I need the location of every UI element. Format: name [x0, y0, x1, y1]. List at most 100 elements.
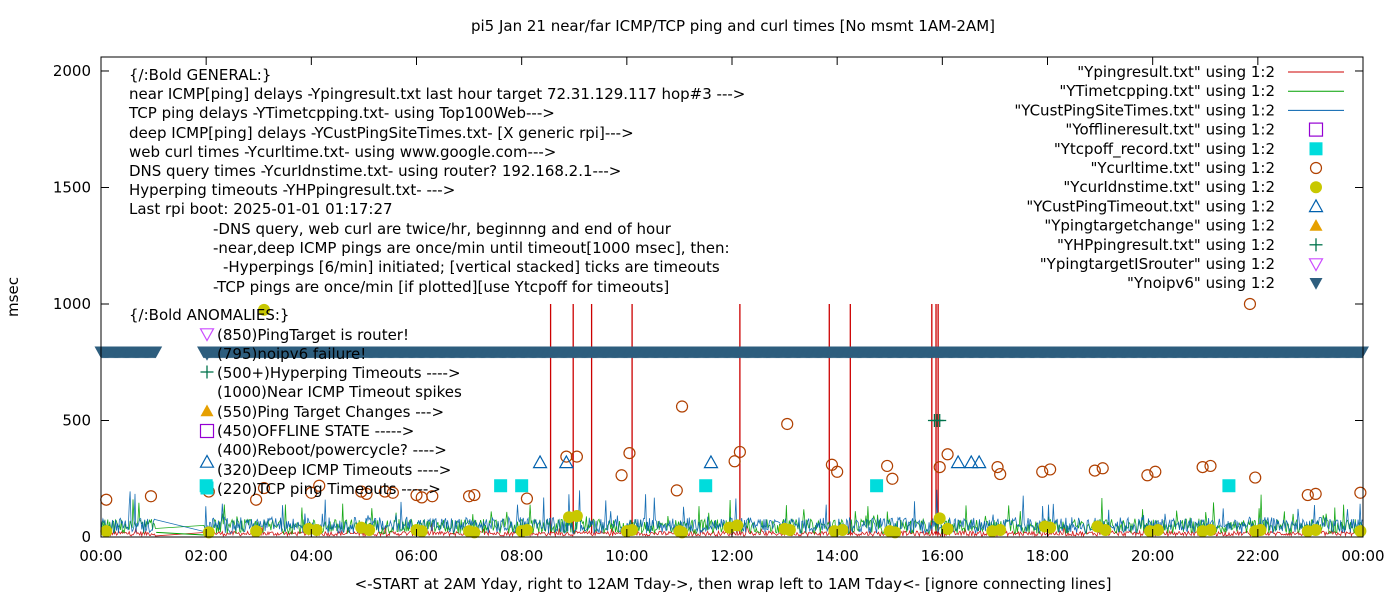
data-point	[305, 486, 318, 499]
data-point	[570, 510, 583, 523]
legend-label: "Ypingtargetchange" using 1:2	[1044, 217, 1275, 235]
data-point	[933, 512, 946, 525]
legend-symbol	[1308, 198, 1324, 213]
legend-symbol	[1309, 161, 1323, 175]
annotation-symbol	[199, 347, 215, 361]
x-tick-label: 02:00	[185, 547, 228, 565]
data-point	[100, 525, 113, 538]
legend-symbol	[1309, 142, 1323, 156]
data-point	[378, 485, 392, 498]
data-point	[699, 479, 713, 493]
legend-label: "YCustPingTimeout.txt" using 1:2	[1026, 197, 1275, 215]
data-point	[1204, 524, 1217, 537]
annotation-line: (320)Deep ICMP Timeouts ---->	[217, 461, 451, 479]
data-point	[313, 479, 326, 492]
annotation-line: (1000)Near ICMP Timeout spikes	[217, 383, 462, 401]
noipv6-marker	[1355, 346, 1369, 359]
annotation-line: (550)Ping Target Changes --->	[217, 403, 444, 421]
y-tick-label: 1000	[53, 295, 91, 313]
legend-label: "Ypingresult.txt" using 1:2	[1077, 63, 1275, 81]
data-point	[626, 524, 639, 537]
data-point	[670, 484, 683, 497]
legend-symbol	[1309, 238, 1323, 252]
annotation-line: DNS query times -YcurIdnstime.txt- using…	[129, 162, 621, 180]
legend-label: "Ytcpoff_record.txt" using 1:2	[1054, 140, 1275, 159]
data-point	[731, 519, 744, 532]
data-point	[933, 460, 946, 474]
data-point	[570, 450, 583, 463]
data-point	[520, 492, 534, 505]
annotation-symbol	[200, 365, 214, 379]
data-point	[1254, 524, 1267, 537]
legend-symbol	[1310, 181, 1322, 194]
data-point	[355, 485, 368, 498]
data-point	[1309, 524, 1322, 537]
legend-label: "YCustPingSiteTimes.txt" using 1:2	[1014, 101, 1275, 119]
data-point	[728, 455, 741, 468]
legend-symbol	[1309, 219, 1323, 231]
data-point	[994, 467, 1007, 481]
legend-label: "Yofflineresult.txt" using 1:2	[1065, 121, 1275, 139]
data-point	[615, 469, 628, 482]
x-tick-label: 16:00	[921, 547, 964, 565]
data-point	[1044, 463, 1057, 476]
data-point	[415, 525, 428, 538]
data-point	[881, 459, 894, 473]
data-point	[825, 458, 839, 471]
annotation-line: (500+)Hyperping Timeouts ---->	[217, 364, 461, 382]
data-point	[386, 486, 399, 499]
data-point	[1354, 525, 1367, 538]
axes: 0 500 1000 1500 2000 00:00 02:00 04:00 06:00 08:0…	[53, 56, 1385, 565]
x-tick-label: 04:00	[290, 547, 333, 565]
annotation-line: {/:Bold ANOMALIES:}	[129, 306, 289, 324]
data-point	[468, 488, 481, 502]
legend-symbol	[1309, 278, 1323, 290]
data-point	[831, 465, 844, 478]
legend-label: "YcurIdnstime.txt" using 1:2	[1063, 178, 1275, 196]
data-point	[1036, 465, 1049, 478]
data-point	[250, 493, 263, 506]
data-point	[257, 481, 271, 495]
data-point	[971, 454, 987, 469]
legend-label: "Ynoipv6" using 1:2	[1127, 274, 1275, 292]
annotation-line: web curl times -Ycurltime.txt- using www…	[129, 143, 556, 161]
chart-title: pi5 Jan 21 near/far ICMP/TCP ping and cu…	[471, 17, 995, 35]
data-point	[363, 524, 376, 537]
data-point	[1149, 465, 1162, 478]
annotation-line: -Hyperpings [6/min] initiated; [vertical…	[223, 258, 720, 276]
legend-symbol	[1308, 258, 1324, 272]
legend: "Ypingresult.txt" using 1:2"YTimetcpping…	[1014, 63, 1344, 292]
data-point	[889, 526, 902, 539]
data-point	[870, 479, 884, 493]
annotation-line: (450)OFFLINE STATE ----->	[217, 422, 414, 440]
data-point	[836, 524, 849, 537]
legend-label: "Ycurltime.txt" using 1:2	[1090, 159, 1275, 177]
data-point	[950, 454, 966, 469]
y-tick-label: 2000	[53, 62, 91, 80]
data-point	[144, 490, 158, 503]
data-point	[360, 487, 373, 500]
data-point	[426, 490, 439, 503]
data-point	[1243, 297, 1257, 311]
legend-label: "YHPpingresult.txt" using 1:2	[1057, 236, 1275, 254]
data-point	[1088, 464, 1101, 477]
data-point	[1141, 469, 1154, 482]
data-point	[494, 479, 508, 493]
data-point	[623, 447, 636, 460]
noipv6-marker	[149, 346, 163, 359]
data-point	[886, 472, 899, 485]
data-point	[520, 524, 533, 537]
x-tick-label: 08:00	[500, 547, 543, 565]
data-point	[781, 417, 794, 431]
x-tick-label: 00:00	[79, 547, 122, 565]
annotation-layer: {/:Bold GENERAL:}near ICMP[ping] delays …	[128, 66, 745, 498]
data-point	[532, 454, 548, 469]
annotation-line: -DNS query, web curl are twice/hr, begin…	[213, 220, 672, 238]
x-tick-label: 20:00	[1131, 547, 1174, 565]
legend-label: "YTimetcpping.txt" using 1:2	[1059, 82, 1275, 100]
data-point	[462, 490, 476, 503]
data-point	[991, 460, 1004, 474]
x-tick-label: 10:00	[605, 547, 648, 565]
data-point	[468, 526, 481, 539]
